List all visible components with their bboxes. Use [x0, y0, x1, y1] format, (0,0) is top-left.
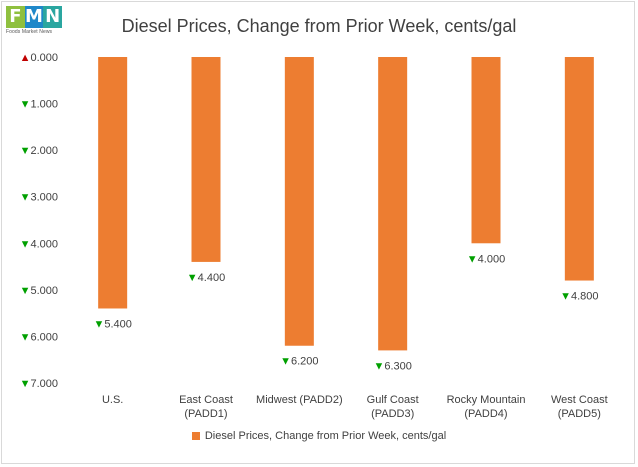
y-tick-value: 3.000: [30, 192, 58, 204]
x-tick-label: Rocky Mountain (PADD4): [447, 394, 526, 420]
legend-swatch: [191, 432, 200, 440]
x-tick-label: West Coast (PADD5): [551, 394, 608, 420]
brand-logo: F M N Foods Market News: [6, 6, 63, 36]
data-label-value: 6.300: [384, 360, 412, 372]
bar: [564, 57, 594, 281]
y-tick-value: 7.000: [30, 378, 58, 390]
data-label-value: 4.800: [571, 291, 599, 303]
x-tick-line: East Coast: [179, 394, 233, 406]
arrow-down-icon: ▼: [373, 360, 384, 372]
arrow-down-icon: ▼: [560, 291, 571, 303]
y-tick-label: ▼7.000: [20, 378, 58, 390]
y-tick-value: 5.000: [30, 285, 58, 297]
x-tick-label: Midwest (PADD2): [256, 394, 343, 406]
arrow-down-icon: ▼: [20, 285, 31, 297]
chart-legend: Diesel Prices, Change from Prior Week, c…: [0, 430, 638, 442]
data-label-value: 4.400: [198, 272, 226, 284]
x-tick-line: (PADD5): [558, 408, 601, 420]
bar: [378, 57, 408, 351]
arrow-down-icon: ▼: [20, 238, 31, 250]
x-tick-line: (PADD4): [464, 408, 507, 420]
bar: [98, 57, 128, 309]
data-label-value: 4.000: [478, 253, 506, 265]
y-tick-value: 1.000: [30, 99, 58, 111]
arrow-down-icon: ▼: [20, 378, 31, 390]
y-tick-label: ▼3.000: [20, 192, 58, 204]
x-tick-line: (PADD1): [184, 408, 227, 420]
y-tick-value: 2.000: [30, 145, 58, 157]
x-tick-line: (PADD3): [371, 408, 414, 420]
x-tick-line: Midwest (PADD2): [256, 394, 343, 406]
x-tick-line: West Coast: [551, 394, 608, 406]
bar: [471, 57, 501, 244]
y-tick-value: 4.000: [30, 238, 58, 250]
y-tick-label: ▼1.000: [20, 99, 58, 111]
logo-letter: N: [43, 6, 63, 28]
y-tick-label: ▼6.000: [20, 331, 58, 343]
bar: [284, 57, 314, 346]
data-label: ▼6.300: [373, 360, 411, 372]
data-label-value: 6.200: [291, 356, 319, 368]
y-tick-label: ▼4.000: [20, 238, 58, 250]
arrow-down-icon: ▼: [20, 331, 31, 343]
logo-letter: F: [6, 6, 25, 28]
x-tick-line: Rocky Mountain: [447, 394, 526, 406]
x-tick-label: East Coast (PADD1): [179, 394, 233, 420]
arrow-down-icon: ▼: [20, 99, 31, 111]
y-tick-label: ▼5.000: [20, 285, 58, 297]
logo-letter: M: [24, 6, 44, 28]
data-label: ▼5.400: [93, 318, 131, 330]
x-tick-line: U.S.: [102, 394, 123, 406]
y-tick-label: ▲0.000: [20, 52, 58, 64]
y-tick-value: 0.000: [30, 52, 58, 64]
arrow-down-icon: ▼: [467, 253, 478, 265]
data-label-value: 5.400: [104, 318, 132, 330]
arrow-up-icon: ▲: [20, 52, 31, 64]
legend-label: Diesel Prices, Change from Prior Week, c…: [204, 430, 447, 442]
data-label: ▼4.400: [187, 272, 225, 284]
chart-title: Diesel Prices, Change from Prior Week, c…: [121, 16, 517, 36]
arrow-down-icon: ▼: [280, 356, 291, 368]
arrow-down-icon: ▼: [93, 318, 104, 330]
arrow-down-icon: ▼: [187, 272, 198, 284]
bar: [191, 57, 221, 262]
data-label: ▼4.000: [467, 253, 505, 265]
data-label: ▼6.200: [280, 356, 318, 368]
arrow-down-icon: ▼: [20, 145, 31, 157]
arrow-down-icon: ▼: [20, 192, 31, 204]
x-tick-line: Gulf Coast: [367, 394, 419, 406]
y-tick-label: ▼2.000: [20, 145, 58, 157]
x-tick-label: U.S.: [102, 394, 123, 406]
y-tick-value: 6.000: [30, 331, 58, 343]
logo-tagline: Foods Market News: [6, 29, 53, 35]
data-label: ▼4.800: [560, 291, 598, 303]
x-tick-label: Gulf Coast (PADD3): [367, 394, 419, 420]
